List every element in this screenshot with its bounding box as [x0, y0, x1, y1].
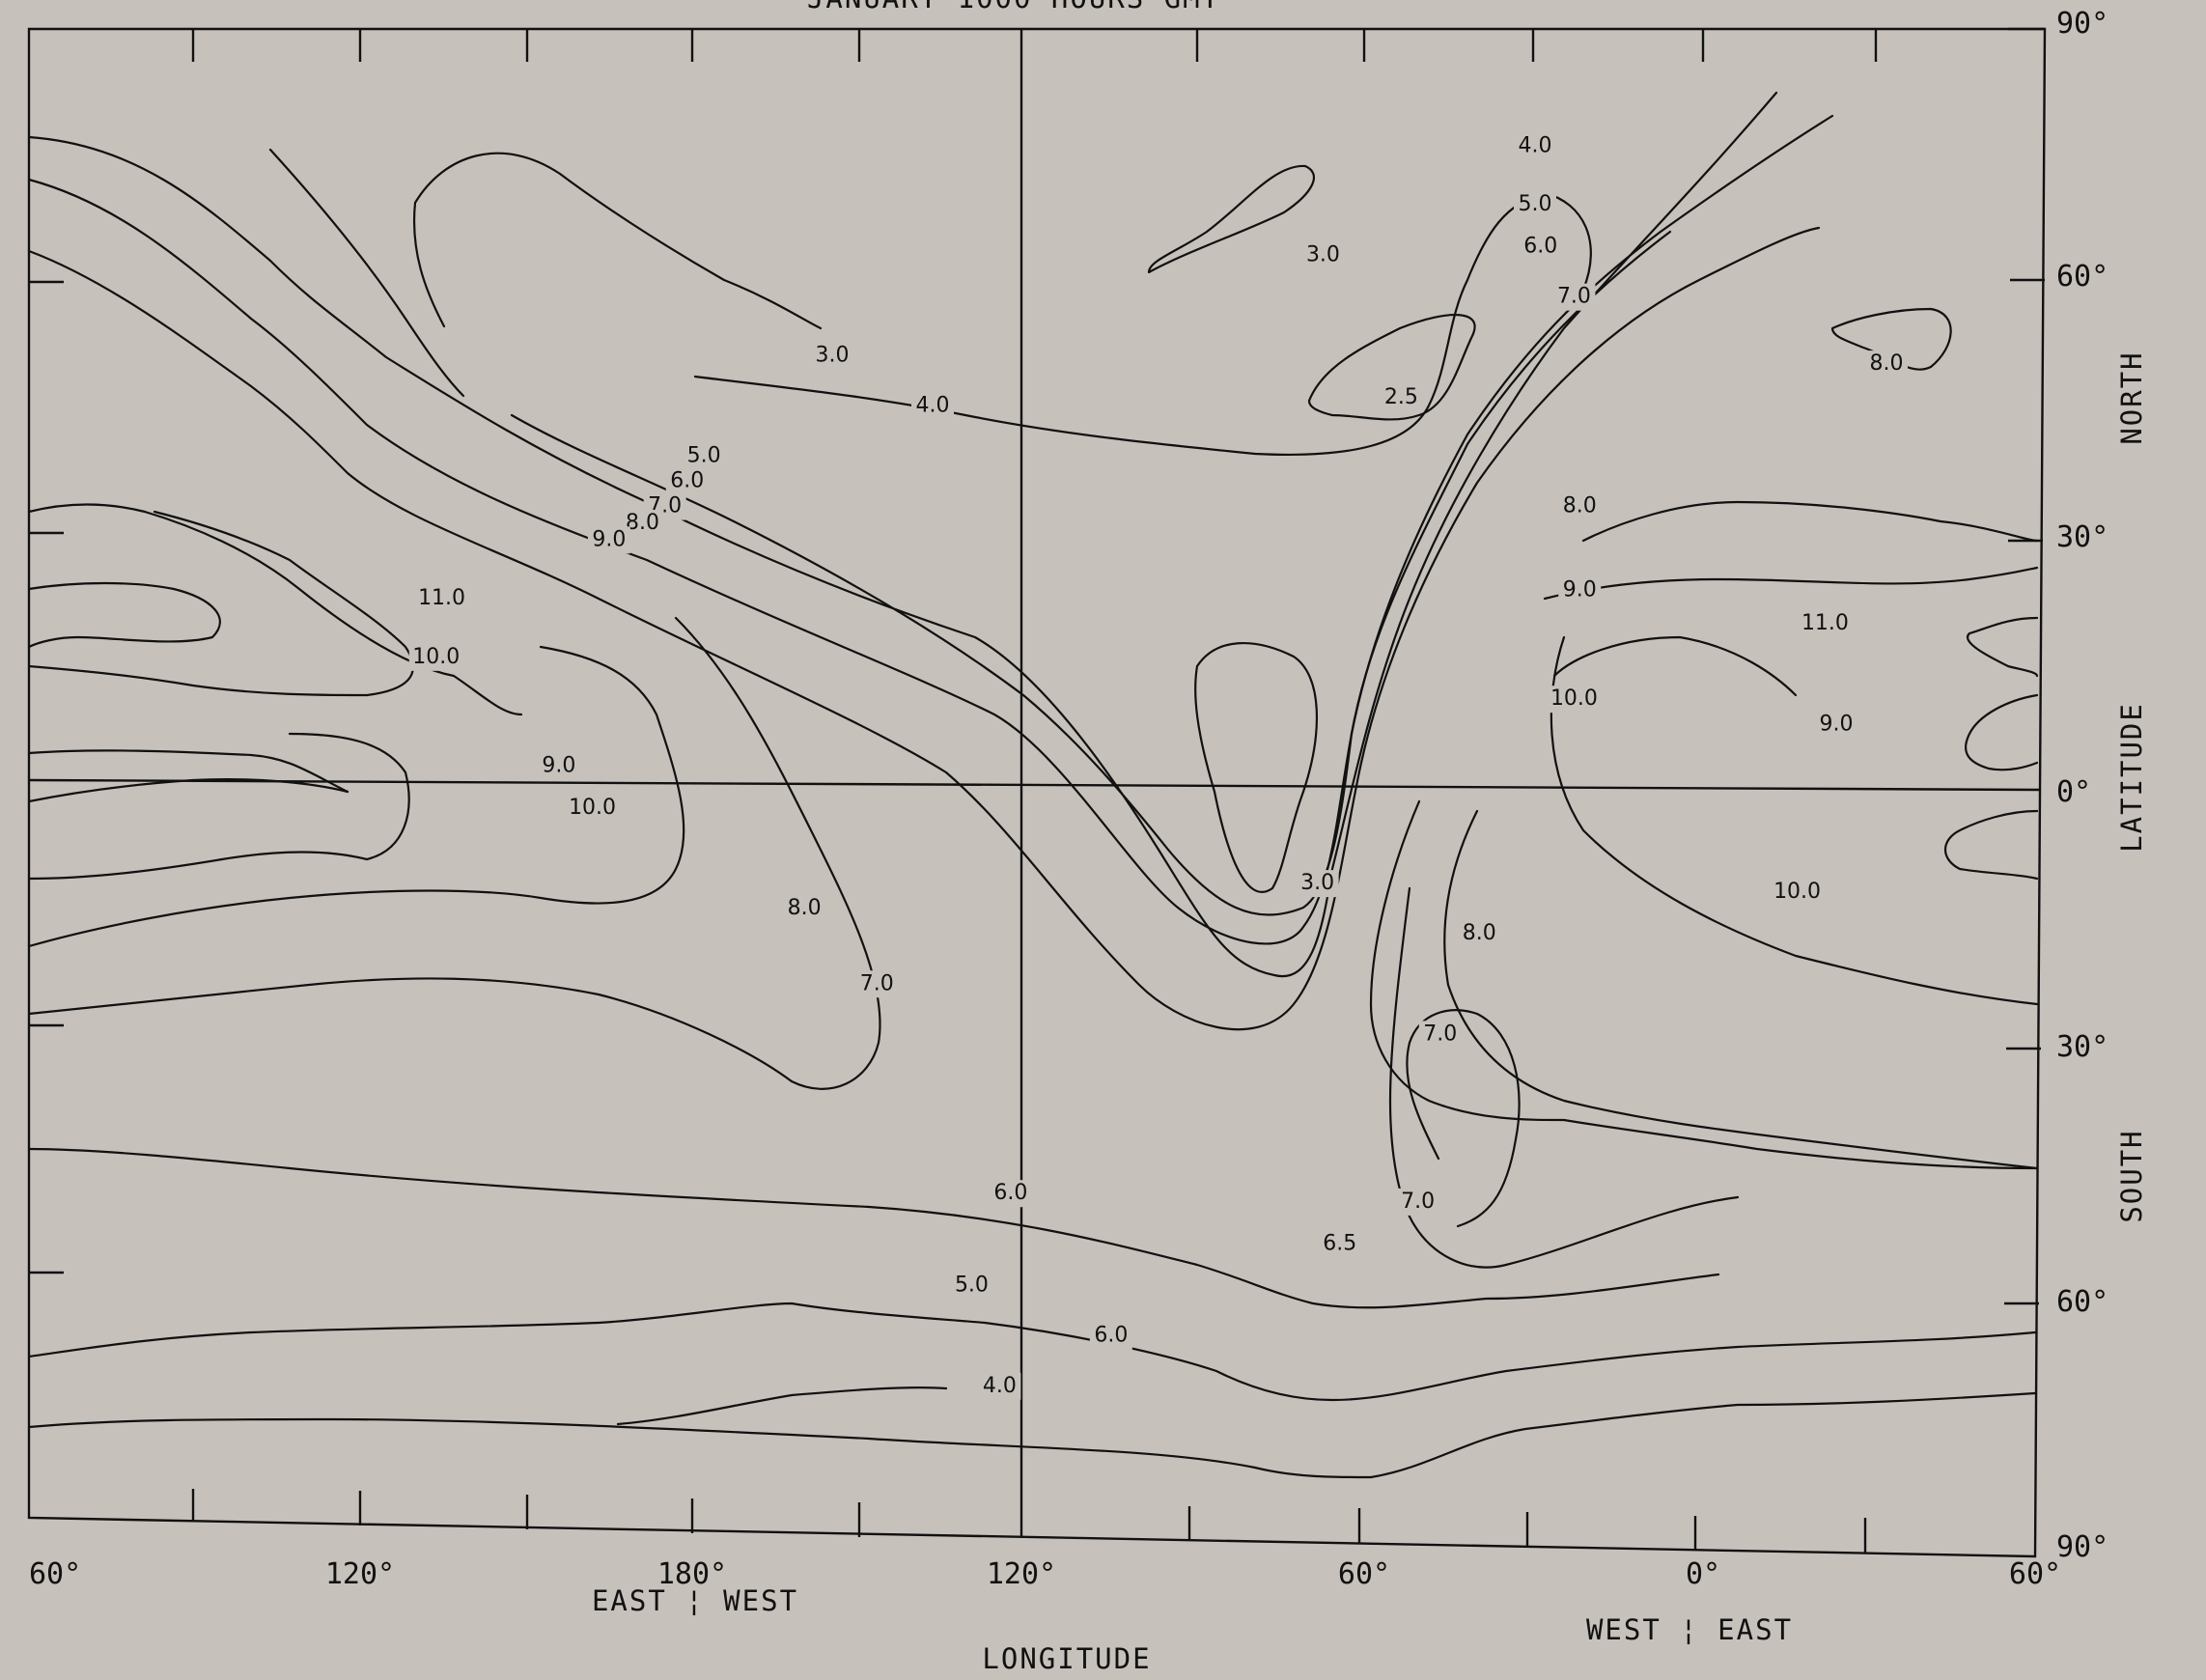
contour-label-text: 3.0 — [1300, 871, 1334, 895]
contour-label-text: 5.0 — [687, 444, 721, 468]
contour-label: 11.0 — [414, 585, 469, 613]
contour-label-text: 9.0 — [1563, 577, 1597, 602]
contour-label: 10.0 — [1547, 686, 1602, 714]
contour-label-text: 5.0 — [1519, 192, 1552, 216]
contour-label: 4.0 — [978, 1372, 1021, 1400]
contour-label: 7.0 — [855, 970, 899, 998]
x-tick-label: 120° — [325, 1557, 395, 1591]
contour-label: 8.0 — [783, 895, 826, 923]
contour-label-text: 6.0 — [670, 469, 704, 493]
contour-label: 5.0 — [1514, 191, 1556, 219]
tick-marks — [29, 27, 2045, 1553]
contour-label: 6.0 — [1519, 233, 1562, 261]
contour-label: 10.0 — [408, 643, 463, 671]
contour-label: 3.0 — [1301, 241, 1345, 269]
contour-label: 4.0 — [1514, 132, 1556, 160]
x-tick-label: 120° — [987, 1557, 1056, 1591]
contour-label: 8.0 — [1558, 492, 1602, 520]
contour-label-text: 10.0 — [412, 645, 460, 669]
contour-label-text: 4.0 — [1519, 133, 1552, 157]
contour-label: 7.0 — [1552, 283, 1596, 311]
contour-label-text: 7.0 — [860, 971, 894, 995]
contour-label-text: 4.0 — [916, 394, 950, 418]
contour-label-text: 9.0 — [542, 754, 575, 778]
contour-label: 8.0 — [1865, 350, 1908, 378]
contour-label-text: 10.0 — [1550, 686, 1598, 711]
y-tick-label: 0° — [2056, 775, 2091, 809]
x-axis-sub-label-right: WEST ¦ EAST — [1586, 1613, 1793, 1646]
x-tick-label: 60° — [29, 1557, 81, 1591]
contour-label-text: 2.5 — [1384, 385, 1418, 409]
contour-label: 2.5 — [1380, 383, 1423, 411]
contour-label-text: 6.0 — [993, 1181, 1027, 1205]
contour-label: 6.5 — [1318, 1230, 1361, 1258]
contour-label-text: 9.0 — [1820, 712, 1854, 736]
contour-label: 9.0 — [1815, 711, 1857, 739]
contour-label-text: 9.0 — [592, 527, 626, 551]
contour-label: 4.0 — [911, 392, 954, 420]
x-tick-label: 180° — [657, 1557, 727, 1591]
x-tick-label: 60° — [1338, 1557, 1390, 1591]
contour-label: 7.0 — [1418, 1021, 1462, 1049]
contour-labels: 4.05.06.07.03.02.58.03.04.05.06.07.08.09… — [408, 132, 1908, 1400]
y-tick-label: 30° — [2056, 1030, 2108, 1064]
contour-label-text: 8.0 — [626, 511, 659, 535]
contour-label-text: 8.0 — [1463, 921, 1496, 945]
contour-label-text: 8.0 — [788, 896, 822, 920]
contour-label-text: 8.0 — [1870, 351, 1904, 376]
y-tick-label: 60° — [2056, 260, 2108, 294]
contour-label-text: 6.0 — [1523, 235, 1557, 259]
contour-label: 11.0 — [1798, 610, 1853, 638]
contour-label-text: 8.0 — [1563, 494, 1597, 518]
y-tick-label: 90° — [2056, 1530, 2108, 1564]
contour-label-text: 4.0 — [983, 1374, 1017, 1398]
contour-label: 6.0 — [989, 1180, 1032, 1208]
contour-label-text: 6.0 — [1094, 1324, 1128, 1348]
contour-label-text: 7.0 — [1557, 285, 1591, 309]
x-axis-title: LONGITUDE — [982, 1642, 1151, 1675]
contour-label: 6.0 — [665, 467, 709, 495]
y-tick-labels: 90° 60° 30° 0° 30° 60° 90° — [2056, 7, 2108, 1564]
plot-frame — [27, 27, 2047, 1558]
contour-label: 9.0 — [537, 752, 580, 780]
contour-label: 3.0 — [811, 342, 853, 370]
x-axis-sub-label-left: EAST ¦ WEST — [592, 1584, 798, 1617]
contour-label: 5.0 — [683, 442, 726, 470]
y-axis-title: LATITUDE — [2115, 702, 2148, 853]
chart-title: JANUARY 1000 HOURS GMT — [807, 0, 1220, 14]
y-tick-label: 60° — [2056, 1285, 2108, 1319]
contour-label: 7.0 — [1396, 1188, 1439, 1216]
contour-label: 9.0 — [1558, 576, 1602, 604]
y-side-label-north: NORTH — [2115, 350, 2148, 444]
y-side-label-south: SOUTH — [2115, 1129, 2148, 1222]
contour-label-text: 5.0 — [955, 1274, 989, 1298]
equator-line — [28, 778, 2040, 792]
y-tick-label: 30° — [2056, 520, 2108, 554]
y-tick-label: 90° — [2056, 7, 2108, 41]
contour-label: 5.0 — [950, 1272, 993, 1300]
x-tick-label: 0° — [1686, 1557, 1720, 1591]
contour-label-text: 10.0 — [1773, 880, 1821, 904]
contour-label: 10.0 — [1770, 878, 1825, 906]
contour-label: 10.0 — [565, 795, 620, 823]
contour-label-text: 10.0 — [569, 796, 616, 820]
contour-label: 9.0 — [587, 526, 630, 554]
contour-label: 8.0 — [1458, 920, 1501, 948]
contour-label-text: 3.0 — [816, 343, 850, 367]
contour-label-text: 11.0 — [418, 586, 465, 610]
contour-label-text: 7.0 — [1401, 1190, 1435, 1214]
x-tick-labels: 60° 120° 180° 120° 60° 0° 60° — [29, 1557, 2061, 1591]
contour-label: 6.0 — [1089, 1322, 1132, 1350]
contour-label-text: 6.5 — [1323, 1231, 1356, 1255]
contour-label-text: 3.0 — [1306, 242, 1340, 266]
contour-label: 3.0 — [1296, 870, 1339, 898]
x-tick-label: 60° — [2009, 1557, 2061, 1591]
contour-label-text: 11.0 — [1801, 611, 1849, 635]
contour-label-text: 7.0 — [1423, 1022, 1457, 1046]
